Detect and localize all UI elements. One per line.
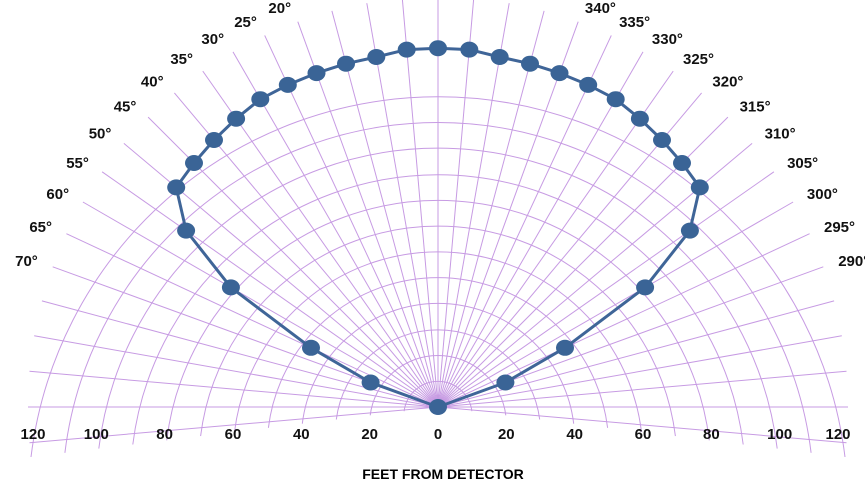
data-point — [251, 91, 270, 108]
data-point — [496, 374, 515, 391]
radial-tick-label: 0 — [434, 426, 442, 443]
data-point — [361, 374, 380, 391]
grid-spoke — [437, 10, 545, 408]
angle-label: 330° — [652, 31, 683, 48]
grid-spoke — [437, 35, 612, 408]
radial-tick-label: 40 — [566, 426, 583, 443]
grid-spoke — [437, 0, 475, 408]
grid-spoke — [401, 0, 439, 408]
angle-label: 295° — [824, 219, 855, 236]
data-point — [579, 76, 598, 93]
data-point — [185, 155, 203, 171]
grid-spoke — [202, 70, 439, 408]
radial-tick-label: 20 — [361, 426, 378, 443]
grid-spoke — [264, 35, 439, 408]
radial-tick-label: 120 — [20, 426, 45, 443]
data-point — [521, 55, 539, 72]
data-point — [606, 91, 625, 108]
data-point — [556, 339, 574, 356]
angle-label: 290° — [838, 253, 865, 270]
angle-label: 65° — [29, 219, 52, 236]
grid-spoke — [34, 335, 439, 408]
angle-label: 300° — [807, 186, 838, 203]
radial-tick-label: 60 — [225, 426, 242, 443]
data-point — [653, 132, 671, 148]
angle-label: 60° — [46, 186, 69, 203]
angle-label: 310° — [765, 126, 796, 143]
grid-spoke — [29, 406, 439, 444]
angle-label: 325° — [683, 51, 714, 68]
radial-tick-label: 120 — [825, 426, 850, 443]
coverage-series — [167, 40, 709, 415]
angle-label: 25° — [234, 14, 257, 31]
grid-spoke — [101, 171, 439, 408]
radial-tick-label: 60 — [635, 426, 652, 443]
data-point — [221, 279, 240, 296]
angle-labels: 20° 25° 30° 35° 40°45°50°55° 60° 65° 70° 340°335… — [15, 0, 865, 270]
angle-label: 70° — [15, 253, 38, 270]
data-point — [167, 179, 186, 196]
radial-tick-label: 80 — [703, 426, 720, 443]
radial-tick-label: 100 — [767, 426, 792, 443]
grid-spoke — [437, 406, 847, 444]
data-point — [636, 279, 655, 296]
angle-label: 30° — [201, 31, 224, 48]
polar-grid — [28, 0, 848, 458]
grid-spoke — [437, 21, 579, 408]
data-point — [177, 222, 196, 239]
angle-label: 320° — [712, 73, 743, 90]
radial-tick-label: 40 — [293, 426, 310, 443]
data-point — [460, 41, 479, 58]
radial-tick-label: 100 — [84, 426, 109, 443]
data-point — [490, 49, 509, 65]
radial-tick-label: 20 — [498, 426, 515, 443]
grid-spoke — [29, 370, 439, 408]
data-point — [302, 339, 320, 356]
data-point — [278, 76, 297, 93]
grid-spoke — [297, 21, 439, 408]
grid-spoke — [437, 370, 847, 408]
angle-label: 340° — [585, 0, 616, 17]
data-point — [367, 49, 386, 65]
grid-spoke — [232, 51, 439, 408]
data-point — [429, 40, 447, 57]
radial-tick-labels: 120 100 80 60 40 20 0 20 40 60 80 100 120 — [20, 426, 850, 443]
angle-label: 305° — [787, 155, 818, 172]
angle-label: 35° — [170, 51, 193, 68]
grid-spoke — [331, 10, 439, 408]
angle-label: 55° — [66, 155, 89, 172]
data-point — [205, 132, 223, 148]
data-point — [690, 179, 709, 196]
angle-label: 45° — [114, 98, 137, 115]
grid-spoke — [437, 335, 842, 408]
grid-spoke — [437, 201, 794, 408]
data-point — [673, 155, 691, 171]
angle-label: 335° — [619, 14, 650, 31]
grid-spoke — [366, 3, 439, 408]
data-point — [680, 222, 699, 239]
data-point — [630, 110, 649, 127]
grid-spoke — [82, 201, 439, 408]
radial-tick-label: 80 — [156, 426, 173, 443]
angle-label: 315° — [740, 98, 771, 115]
data-point — [429, 399, 447, 415]
angle-label: 40° — [141, 73, 164, 90]
grid-spoke — [437, 51, 644, 408]
angle-label: 20° — [268, 0, 291, 17]
data-point — [337, 55, 355, 72]
grid-spoke — [437, 70, 674, 408]
data-point — [397, 41, 416, 58]
grid-spoke — [437, 171, 775, 408]
data-point — [307, 65, 326, 82]
x-axis-label: FEET FROM DETECTOR — [362, 466, 524, 482]
angle-label: 50° — [89, 126, 112, 143]
data-point — [550, 65, 569, 82]
data-point — [227, 110, 246, 127]
grid-spoke — [437, 3, 510, 408]
